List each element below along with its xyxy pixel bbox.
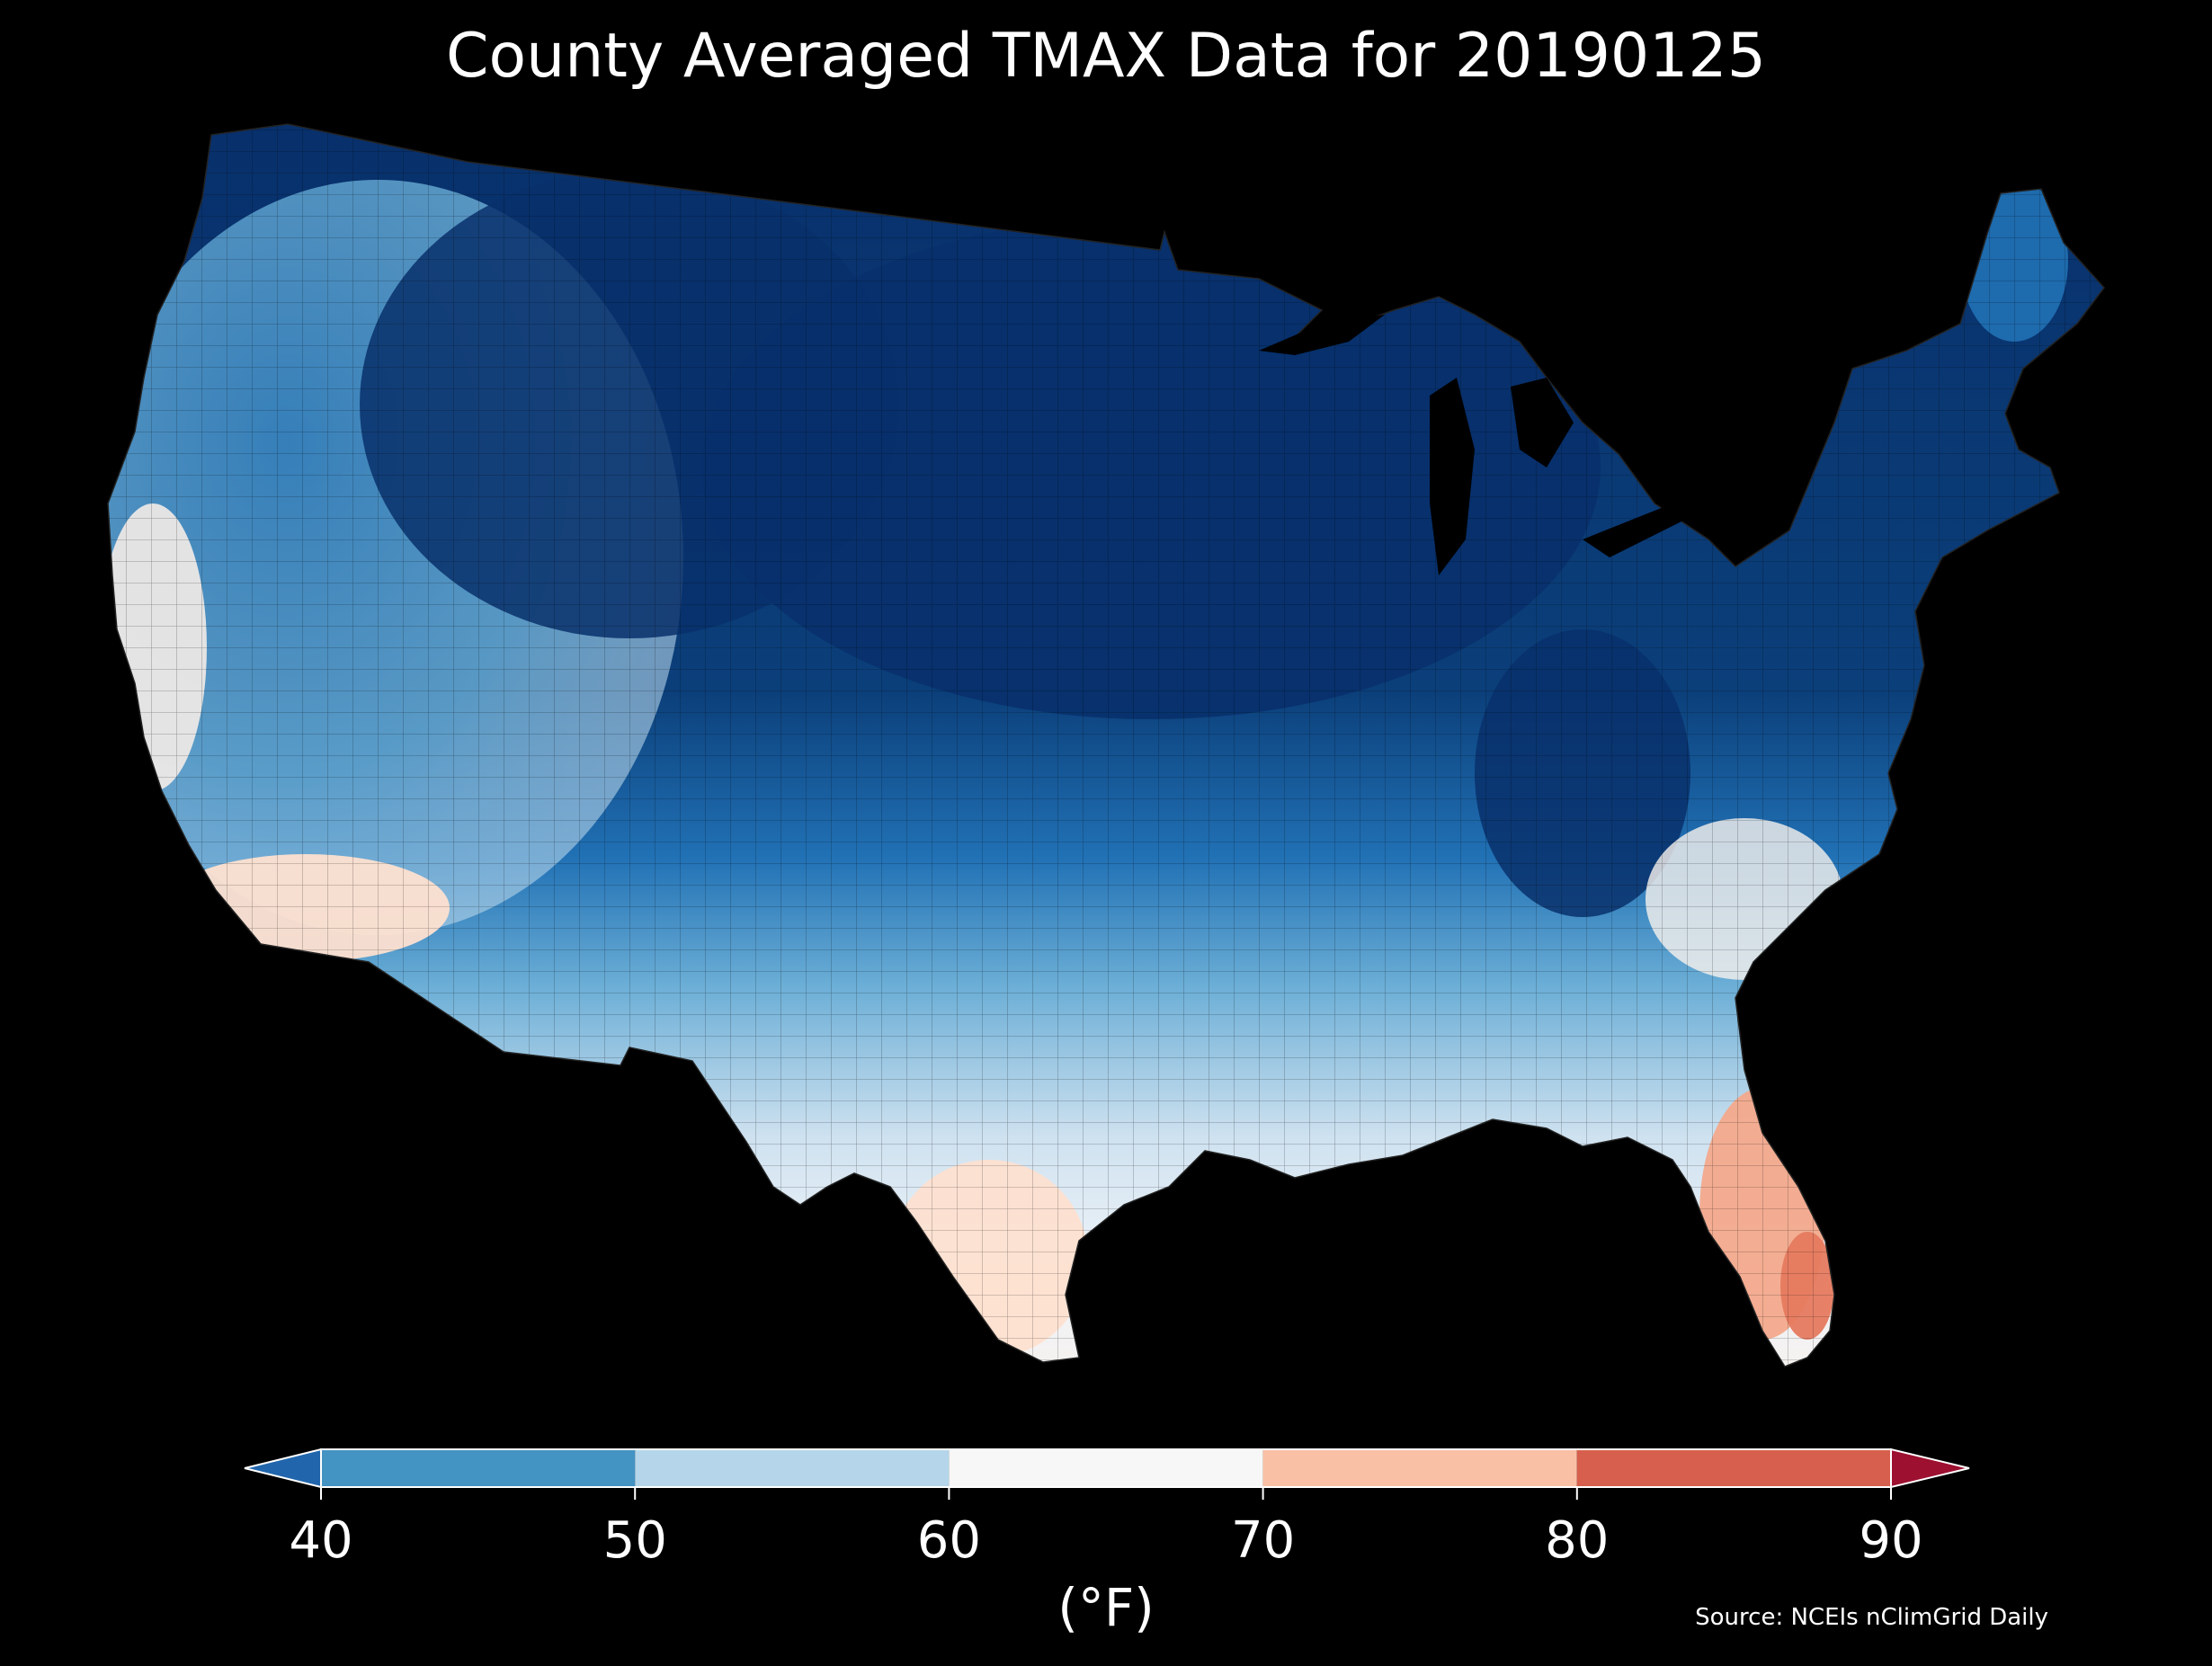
colorbar-tick-label: 50 bbox=[603, 1511, 667, 1570]
colorbar-tick-label: 60 bbox=[917, 1511, 981, 1570]
lake-erie bbox=[1583, 503, 1690, 557]
colorbar-ticks: 40 50 60 70 80 90 bbox=[289, 1487, 1923, 1570]
page-title: County Averaged TMAX Data for 20190125 bbox=[446, 21, 1766, 92]
colorbar-tick-label: 40 bbox=[289, 1511, 352, 1570]
colorbar-tick-label: 90 bbox=[1859, 1511, 1922, 1570]
lake-michigan bbox=[1430, 378, 1475, 575]
source-label: Source: NCEIs nClimGrid Daily bbox=[1695, 1604, 2048, 1631]
colorbar-bin-40-50 bbox=[321, 1449, 636, 1487]
lake-huron bbox=[1511, 378, 1574, 468]
colorbar-over-arrow bbox=[1890, 1448, 1970, 1489]
colorbar-bins bbox=[321, 1449, 1891, 1487]
lake-superior bbox=[1259, 315, 1385, 355]
lake-ontario bbox=[1708, 450, 1776, 481]
colorbar-bin-70-80 bbox=[1262, 1449, 1577, 1487]
colorbar-tick-label: 80 bbox=[1545, 1511, 1609, 1570]
colorbar-bin-80-90 bbox=[1576, 1449, 1891, 1487]
colorbar-tick-label: 70 bbox=[1231, 1511, 1295, 1570]
colorbar-unit-label: (°F) bbox=[1057, 1577, 1155, 1638]
colorbar-under-arrow bbox=[244, 1448, 322, 1489]
conus-outline bbox=[107, 123, 2105, 1368]
colorbar-bin-50-60 bbox=[635, 1449, 950, 1487]
colorbar-frame bbox=[320, 1448, 1892, 1488]
great-lakes bbox=[1259, 315, 1776, 575]
colorbar-bin-60-70 bbox=[949, 1449, 1263, 1487]
